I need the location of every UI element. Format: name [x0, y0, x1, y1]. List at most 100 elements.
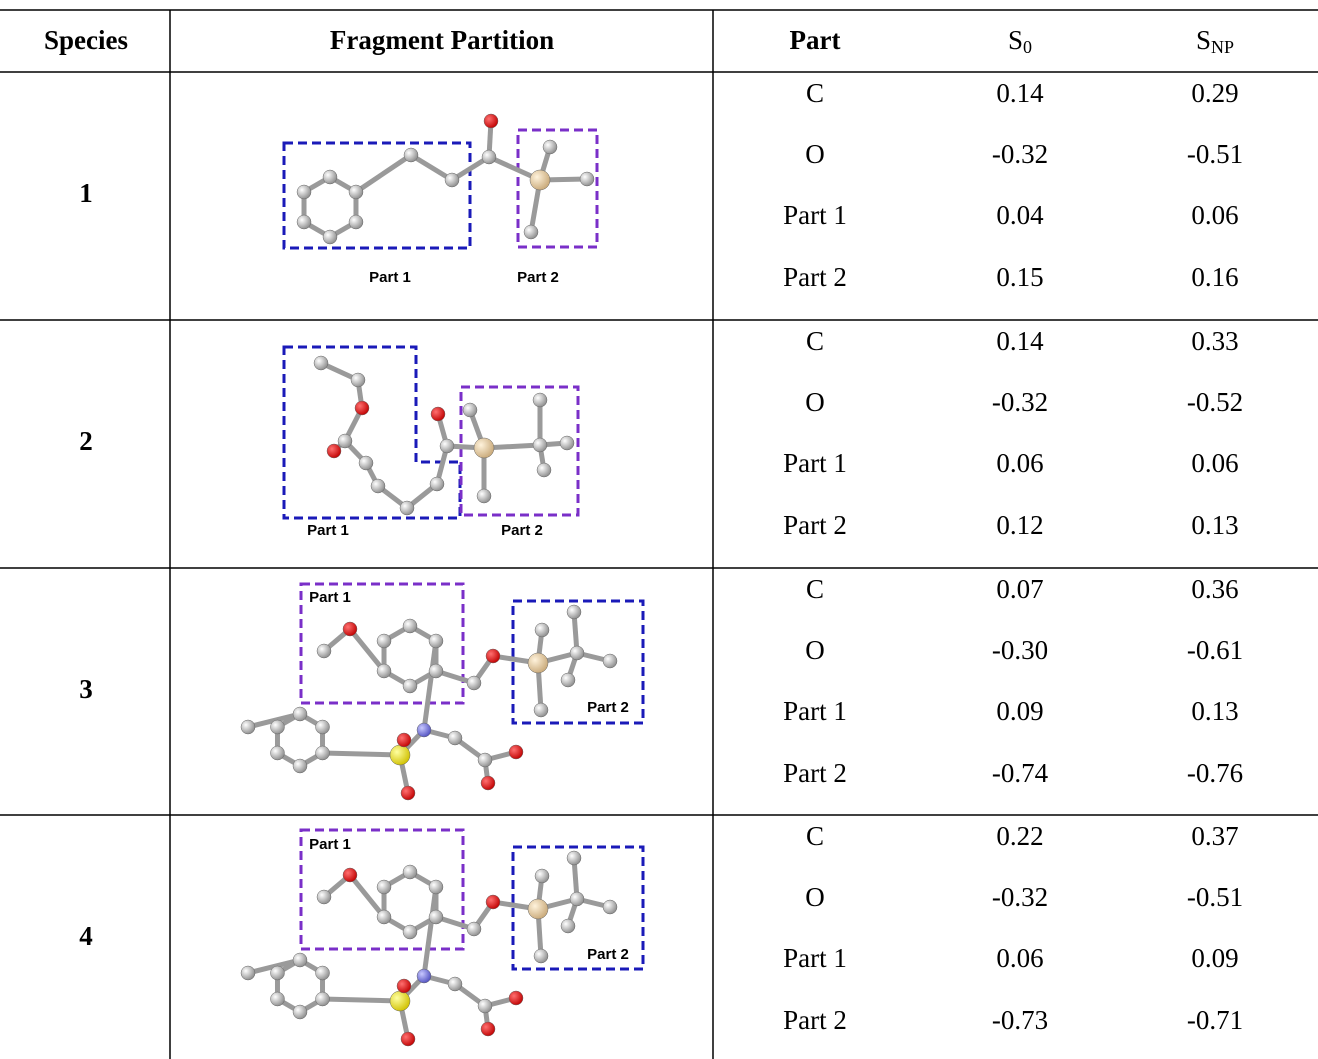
atom — [293, 759, 307, 773]
figure-label: Part 1 — [309, 589, 351, 606]
atom — [530, 170, 550, 190]
cell: 0.06 — [1191, 200, 1238, 230]
table-body: 1C0.140.29O-0.32-0.51Part 10.040.06Part … — [79, 78, 1243, 1035]
bond — [350, 629, 384, 671]
atom — [477, 489, 491, 503]
figure-label: Part 1 — [309, 836, 351, 853]
atom — [561, 919, 575, 933]
figure-label: Part 2 — [587, 946, 629, 963]
subscript: NP — [1211, 37, 1234, 57]
atom — [429, 664, 443, 678]
cell: 0.37 — [1191, 821, 1238, 851]
atom — [349, 185, 363, 199]
rules — [0, 10, 1318, 1059]
atom — [448, 731, 462, 745]
atom — [535, 623, 549, 637]
cell: O — [805, 882, 825, 912]
header-cell: SNP — [1196, 25, 1234, 57]
bond — [323, 753, 400, 755]
figure-label: Part 2 — [517, 269, 559, 286]
cell: 0.15 — [996, 262, 1043, 292]
atom — [603, 900, 617, 914]
header-cell: Species — [44, 25, 128, 55]
cell: 0.09 — [996, 696, 1043, 726]
atom — [509, 745, 523, 759]
bond — [356, 155, 411, 192]
atom — [580, 172, 594, 186]
molecule — [314, 356, 574, 515]
atom — [448, 977, 462, 991]
atom — [377, 664, 391, 678]
atom — [359, 456, 373, 470]
atom — [429, 910, 443, 924]
bond — [350, 875, 384, 917]
cell: -0.51 — [1187, 882, 1243, 912]
atom — [528, 653, 548, 673]
header-cell: Fragment Partition — [330, 25, 554, 55]
cell: -0.74 — [992, 758, 1049, 788]
atom — [293, 707, 307, 721]
cell: Part 1 — [783, 200, 847, 230]
atom — [603, 654, 617, 668]
cell: 0.07 — [996, 574, 1043, 604]
atom — [351, 373, 365, 387]
atom — [270, 992, 284, 1006]
cell: 0.04 — [996, 200, 1044, 230]
atom — [377, 910, 391, 924]
cell: O — [805, 635, 825, 665]
atom — [316, 966, 330, 980]
atom — [467, 676, 481, 690]
cell: Part 2 — [783, 262, 847, 292]
cell: -0.51 — [1187, 139, 1243, 169]
cell: -0.71 — [1187, 1005, 1243, 1035]
cell: 0.14 — [996, 78, 1044, 108]
cell: C — [806, 326, 824, 356]
atom — [323, 170, 337, 184]
table-page: Species Fragment Partition Part S0 SNP P… — [0, 0, 1318, 1059]
cell: 0.36 — [1191, 574, 1238, 604]
cell: -0.73 — [992, 1005, 1048, 1035]
atom — [401, 1032, 415, 1046]
atom — [570, 646, 584, 660]
atom — [314, 356, 328, 370]
cell: 0.29 — [1191, 78, 1238, 108]
cell: Part 1 — [783, 696, 847, 726]
atom — [417, 969, 431, 983]
atom — [400, 501, 414, 515]
fragment-box — [284, 143, 470, 248]
atom — [533, 393, 547, 407]
atom — [535, 869, 549, 883]
atom — [401, 786, 415, 800]
atom — [397, 733, 411, 747]
cell: C — [806, 821, 824, 851]
bond — [424, 887, 436, 976]
figure-label: Part 1 — [307, 522, 349, 539]
symbol: S — [1196, 25, 1211, 55]
cell: Part 2 — [783, 510, 847, 540]
cell: -0.32 — [992, 882, 1048, 912]
atom — [349, 215, 363, 229]
atom — [463, 403, 477, 417]
atom — [534, 703, 548, 717]
atom — [486, 895, 500, 909]
atom — [377, 634, 391, 648]
atom — [297, 215, 311, 229]
atom — [241, 966, 255, 980]
cell: -0.52 — [1187, 387, 1243, 417]
cell: Part 2 — [783, 1005, 847, 1035]
atom — [481, 776, 495, 790]
cell: 0.06 — [996, 943, 1043, 973]
atom — [403, 865, 417, 879]
cell: -0.76 — [1187, 758, 1243, 788]
atom — [316, 720, 330, 734]
bond — [323, 999, 400, 1001]
atom — [486, 649, 500, 663]
atom — [241, 720, 255, 734]
atom — [567, 851, 581, 865]
atom — [467, 922, 481, 936]
atom — [316, 746, 330, 760]
cell: 0.13 — [1191, 696, 1238, 726]
molecule — [241, 851, 617, 1046]
atom — [270, 720, 284, 734]
atom — [534, 949, 548, 963]
